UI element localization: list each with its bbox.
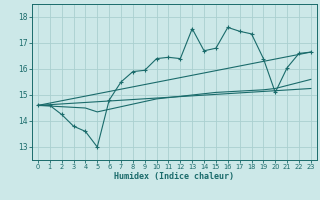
X-axis label: Humidex (Indice chaleur): Humidex (Indice chaleur) [115, 172, 234, 181]
